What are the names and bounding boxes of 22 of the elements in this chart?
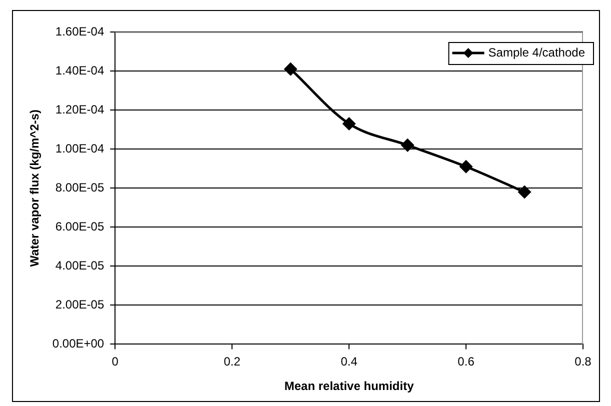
y-tick-label: 1.00E-04	[55, 141, 104, 156]
x-tick-label: 0	[112, 354, 119, 369]
y-tick-label: 1.60E-04	[55, 24, 104, 38]
y-axis-title: Water vapor flux (kg/m^2-s)	[28, 109, 42, 267]
point	[284, 62, 297, 76]
legend-label: Sample 4/cathode	[488, 45, 586, 60]
y-tick-label: 4.00E-05	[55, 258, 104, 272]
y-tick-label: 1.40E-04	[55, 63, 104, 78]
point	[342, 117, 356, 130]
point	[460, 160, 472, 173]
y-tick-label: 0.00E+00	[52, 336, 104, 351]
point	[518, 186, 531, 198]
x-tick-label: 0.2	[224, 354, 241, 369]
y-tick-label: 1.20E-04	[55, 102, 104, 116]
y-tick-label: 2.00E-05	[55, 297, 104, 312]
x-tick-label: 0.4	[340, 354, 358, 369]
x-axis-title: Mean relative humidity	[284, 379, 414, 394]
y-tick-label: 6.00E-05	[55, 219, 104, 234]
point	[401, 138, 414, 152]
y-tick-label: 8.00E-05	[55, 180, 104, 194]
x-tick-label: 0.8	[574, 354, 592, 369]
x-tick-label: 0.6	[458, 354, 475, 369]
